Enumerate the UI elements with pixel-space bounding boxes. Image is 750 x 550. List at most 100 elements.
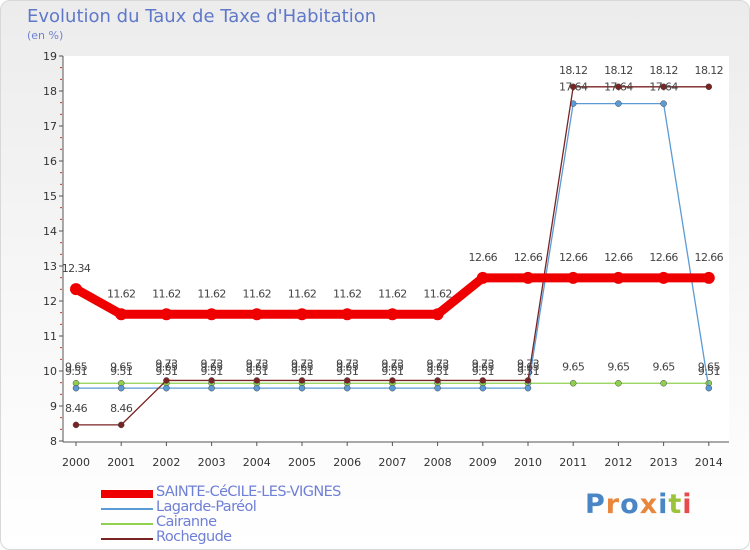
data-label: 11.62 bbox=[107, 287, 136, 300]
x-tick-label: 2002 bbox=[152, 456, 180, 469]
chart-title: Evolution du Taux de Taxe d'Habitation bbox=[27, 6, 377, 27]
x-tick-label: 2010 bbox=[514, 456, 542, 469]
data-label: 9.73 bbox=[381, 357, 404, 370]
y-tick-label: 12 bbox=[43, 295, 57, 308]
data-point bbox=[253, 384, 261, 392]
x-tick-label: 2007 bbox=[378, 456, 406, 469]
y-tick-label: 18 bbox=[43, 85, 57, 98]
data-point bbox=[431, 308, 444, 321]
data-label: 18.12 bbox=[604, 64, 633, 77]
data-label: 9.65 bbox=[110, 360, 133, 373]
y-tick-label: 10 bbox=[43, 365, 57, 378]
data-point bbox=[72, 421, 80, 429]
data-label: 12.66 bbox=[649, 251, 678, 264]
x-tick-label: 2000 bbox=[62, 456, 90, 469]
data-label: 9.51 bbox=[427, 365, 449, 378]
y-tick-label: 15 bbox=[43, 190, 57, 203]
legend-item-rochegude: Rochegude bbox=[101, 529, 421, 546]
data-point bbox=[657, 271, 670, 284]
data-point bbox=[208, 377, 215, 384]
brand-letter: P bbox=[585, 489, 606, 520]
data-point bbox=[163, 384, 170, 392]
data-label: 11.62 bbox=[378, 287, 407, 300]
data-label: 11.62 bbox=[243, 287, 272, 300]
data-label: 9.65 bbox=[155, 360, 178, 373]
data-label: 12.66 bbox=[695, 251, 724, 264]
data-label: 9.65 bbox=[427, 360, 450, 373]
data-point bbox=[479, 384, 487, 392]
x-tick-label: 2001 bbox=[107, 456, 135, 469]
data-point bbox=[298, 384, 306, 392]
data-label: 9.65 bbox=[65, 360, 88, 373]
x-tick-label: 2013 bbox=[650, 456, 678, 469]
legend: SAINTE-CéCILE-LES-VIGNES Lagarde-Paréol … bbox=[101, 484, 421, 546]
data-point bbox=[434, 377, 441, 384]
data-label: 18.12 bbox=[649, 64, 678, 77]
data-label: 12.66 bbox=[469, 251, 498, 264]
data-label: 11.62 bbox=[152, 287, 181, 300]
y-tick-label: 17 bbox=[43, 120, 57, 133]
data-label: 11.62 bbox=[333, 287, 362, 300]
data-label: 12.66 bbox=[604, 251, 633, 264]
data-label: 9.65 bbox=[381, 360, 404, 373]
data-point bbox=[524, 377, 532, 384]
data-label: 8.46 bbox=[65, 402, 88, 415]
data-label: 12.34 bbox=[62, 262, 91, 275]
y-tick-label: 16 bbox=[43, 155, 57, 168]
data-label: 9.65 bbox=[562, 360, 585, 373]
data-point bbox=[72, 384, 80, 392]
plot-area bbox=[63, 56, 729, 442]
brand-letter: r bbox=[605, 489, 621, 520]
data-point bbox=[160, 308, 173, 321]
data-label: 9.51 bbox=[201, 365, 223, 378]
x-tick-label: 2011 bbox=[559, 456, 587, 469]
data-label: 9.65 bbox=[607, 360, 630, 373]
legend-label: Rochegude bbox=[156, 529, 232, 545]
data-label: 18.12 bbox=[695, 64, 724, 77]
data-point bbox=[386, 308, 399, 321]
data-point bbox=[615, 83, 622, 91]
data-label: 9.51 bbox=[698, 365, 720, 378]
data-label: 9.51 bbox=[517, 365, 539, 378]
data-label: 9.73 bbox=[517, 357, 540, 370]
x-tick-label: 2008 bbox=[424, 456, 452, 469]
data-point bbox=[389, 384, 396, 392]
data-label: 17.64 bbox=[604, 81, 633, 94]
data-label: 9.73 bbox=[427, 357, 450, 370]
data-label: 9.51 bbox=[155, 365, 177, 378]
data-point bbox=[569, 380, 577, 387]
x-tick-label: 2004 bbox=[243, 456, 271, 469]
y-tick-label: 11 bbox=[43, 330, 57, 343]
data-label: 9.51 bbox=[381, 365, 403, 378]
data-point bbox=[702, 271, 715, 284]
legend-item-sainte-cecile: SAINTE-CéCILE-LES-VIGNES bbox=[101, 484, 421, 501]
data-point bbox=[476, 271, 489, 284]
brand-letter: x bbox=[639, 489, 659, 520]
data-point bbox=[208, 384, 215, 392]
data-label: 11.62 bbox=[288, 287, 317, 300]
data-point bbox=[117, 384, 125, 392]
data-label: 11.62 bbox=[197, 287, 226, 300]
data-label: 17.64 bbox=[649, 81, 678, 94]
y-tick-label: 8 bbox=[50, 435, 57, 448]
legend-swatch bbox=[101, 523, 153, 525]
y-tick-label: 14 bbox=[43, 225, 57, 238]
data-label: 9.65 bbox=[246, 360, 269, 373]
brand-letter: i bbox=[658, 489, 669, 520]
data-point bbox=[250, 308, 263, 321]
brand-letter: t bbox=[668, 489, 683, 520]
data-point bbox=[615, 380, 622, 387]
data-label: 9.73 bbox=[291, 357, 314, 370]
data-label: 9.51 bbox=[246, 365, 268, 378]
y-tick-label: 9 bbox=[50, 400, 57, 413]
x-tick-label: 2003 bbox=[198, 456, 226, 469]
data-label: 9.65 bbox=[472, 360, 495, 373]
data-point bbox=[163, 377, 170, 384]
legend-item-lagarde-pareol: Lagarde-Paréol bbox=[101, 499, 421, 516]
legend-label: Cairanne bbox=[156, 514, 217, 530]
data-point bbox=[70, 283, 82, 296]
data-label: 9.73 bbox=[155, 357, 178, 370]
data-point bbox=[389, 377, 396, 384]
y-tick-label: 19 bbox=[43, 50, 57, 63]
